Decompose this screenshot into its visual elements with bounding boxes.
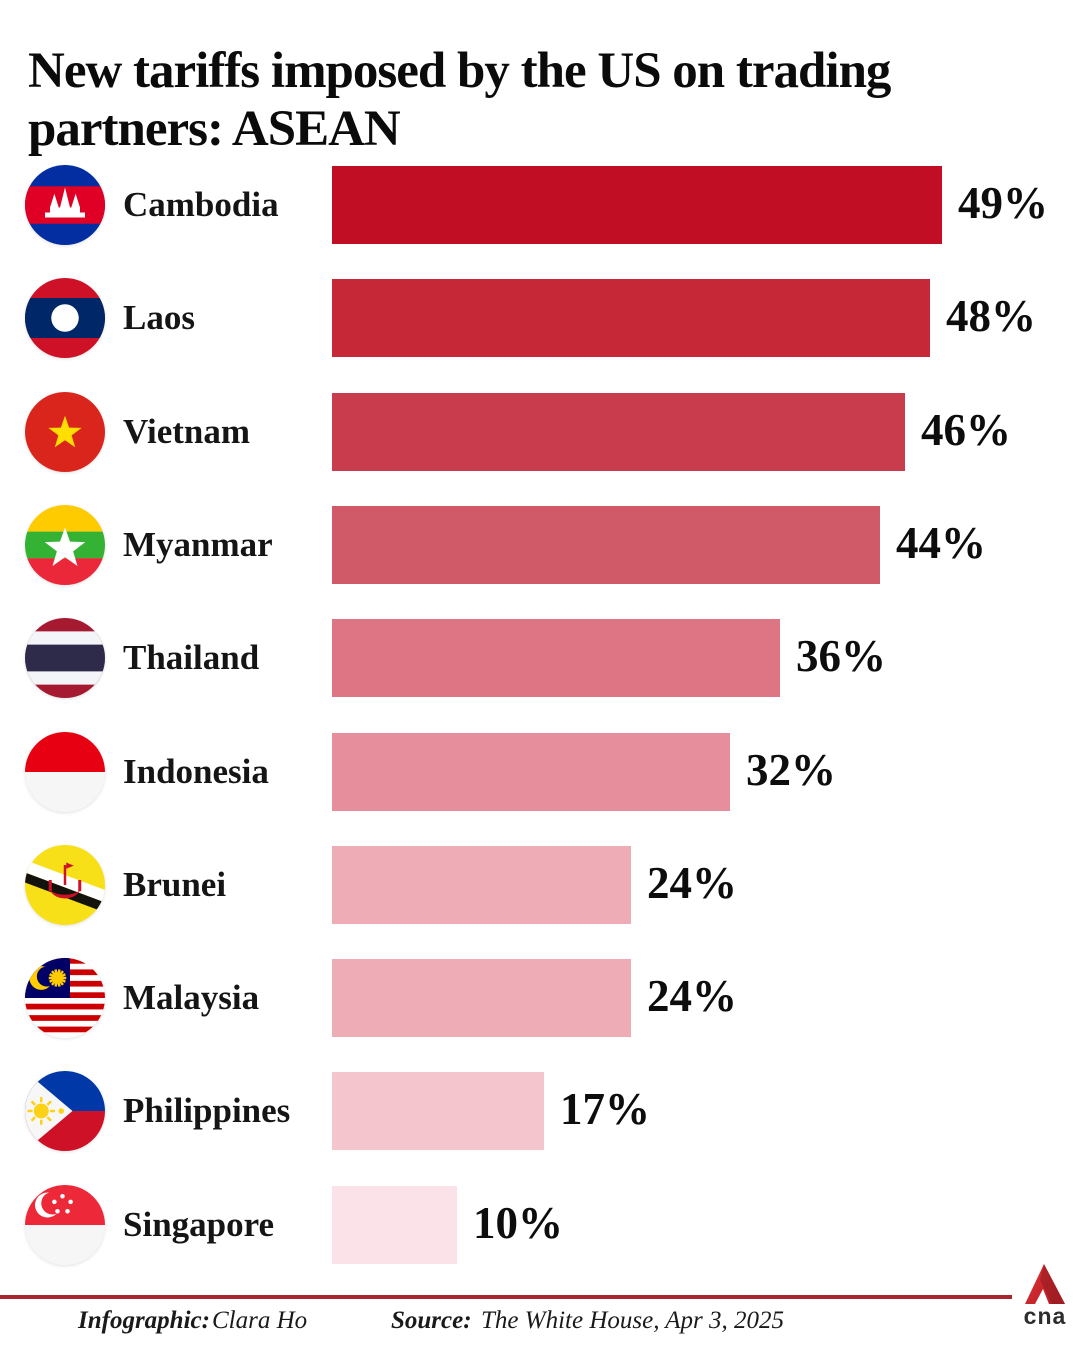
bar [332,619,780,697]
bar [332,1072,544,1150]
bar [332,506,880,584]
chart-row-myanmar: Myanmar 44% [0,505,1080,585]
bar [332,393,905,471]
chart-row-singapore: Singapore 10% [0,1185,1080,1265]
infographic-credit-value: Clara Ho [212,1307,308,1334]
indonesia-flag-icon [25,732,105,812]
chart-row-thailand: Thailand 36% [0,618,1080,698]
country-label: Philippines [123,1091,291,1130]
page-title: New tariffs imposed by the US on trading… [28,43,891,158]
chart-row-malaysia: Malaysia 24% [0,958,1080,1038]
country-label: Brunei [123,865,227,904]
value-label: 44% [896,518,986,568]
bar [332,1186,457,1264]
cna-logo: cna [1014,1262,1076,1328]
chart-row-brunei: Brunei 24% [0,845,1080,925]
source-value: The White House, Apr 3, 2025 [481,1307,784,1334]
country-label: Laos [123,298,195,337]
country-label: Malaysia [123,978,260,1017]
chart-row-laos: Laos 48% [0,278,1080,358]
malaysia-flag-icon [25,958,105,1038]
country-label: Vietnam [123,412,251,451]
value-label: 17% [560,1084,650,1134]
bar [332,733,730,811]
value-label: 10% [473,1198,563,1248]
country-label: Indonesia [123,752,269,791]
value-label: 48% [946,291,1036,341]
country-label: Singapore [123,1205,275,1244]
country-label: Myanmar [123,525,273,564]
country-label: Cambodia [123,185,279,224]
value-label: 32% [746,745,836,795]
chart-row-philippines: Philippines 17% [0,1071,1080,1151]
philippines-flag-icon [25,1071,105,1151]
cambodia-flag-icon [25,165,105,245]
singapore-flag-icon [25,1185,105,1265]
chart-row-cambodia: Cambodia 49% [0,165,1080,245]
bar [332,959,631,1037]
brunei-flag-icon [25,845,105,925]
value-label: 36% [796,631,886,681]
value-label: 24% [647,971,737,1021]
bar [332,166,942,244]
source-label: Source: [391,1307,472,1334]
bar-chart: Cambodia 49% Laos 48% Vietnam 46% Myanma… [0,0,1080,1280]
laos-flag-icon [25,278,105,358]
chart-row-vietnam: Vietnam 46% [0,392,1080,472]
footer-rule [0,1295,1012,1299]
value-label: 46% [921,405,1011,455]
value-label: 49% [958,178,1048,228]
bar [332,846,631,924]
footer: Infographic: Clara Ho Source: The White … [0,1303,1080,1343]
cna-logo-icon [1025,1264,1065,1304]
bar [332,279,930,357]
cna-logo-text: cna [1023,1303,1067,1329]
myanmar-flag-icon [25,505,105,585]
country-label: Thailand [123,638,260,677]
chart-row-indonesia: Indonesia 32% [0,732,1080,812]
value-label: 24% [647,858,737,908]
infographic-credit-label: Infographic: [78,1307,210,1334]
vietnam-flag-icon [25,392,105,472]
thailand-flag-icon [25,618,105,698]
